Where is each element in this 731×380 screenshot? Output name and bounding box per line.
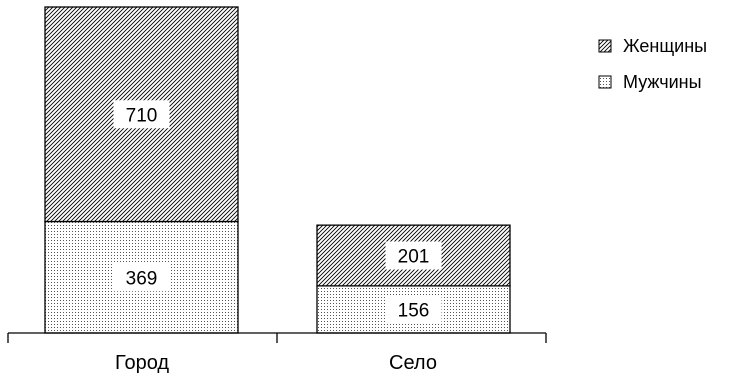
- x-tick-label-село: Село: [389, 352, 437, 374]
- data-label-box: [385, 295, 442, 324]
- data-label-мужчины-город: 369: [126, 268, 158, 289]
- data-label-box: [385, 241, 442, 270]
- data-label-мужчины-село: 156: [398, 300, 430, 321]
- x-tick-label-город: Город: [115, 352, 169, 374]
- data-labels-layer: 369 710 156 201: [113, 100, 442, 324]
- data-label-женщины-село: 201: [398, 247, 430, 268]
- data-label-box: [113, 100, 170, 129]
- legend: Женщины Мужчины: [598, 36, 707, 92]
- data-label-box: [113, 263, 170, 292]
- legend-swatch-женщины: [598, 39, 612, 53]
- legend-label-мужчины: Мужчины: [623, 72, 702, 92]
- data-label-женщины-город: 710: [126, 105, 158, 126]
- legend-swatch-мужчины: [598, 75, 612, 89]
- legend-label-женщины: Женщины: [623, 36, 707, 56]
- x-axis: Город Село: [7, 332, 547, 374]
